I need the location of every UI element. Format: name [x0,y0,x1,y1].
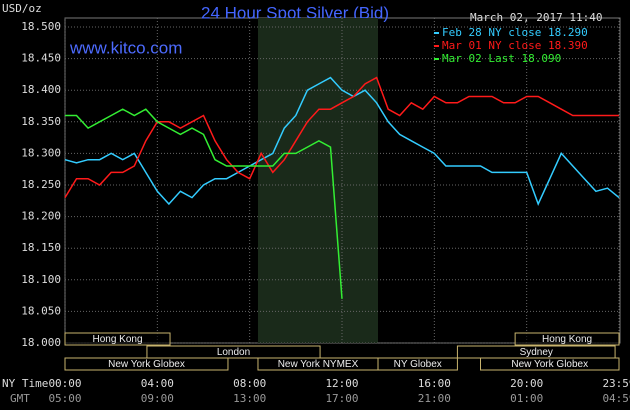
x-tick-label: 12:00 [325,377,358,390]
x-tick-label-gmt: 13:00 [233,392,266,405]
y-tick-label: 18.200 [21,210,61,223]
session-label: London [217,347,250,358]
legend-swatch [434,45,439,47]
x-row-label: NY Time [2,377,48,390]
x-row-label: GMT [10,392,30,405]
x-tick-label-gmt: 17:00 [325,392,358,405]
session-box [514,332,620,346]
x-tick-label: 00:00 [48,377,81,390]
legend-swatch [434,58,439,60]
x-tick-label-gmt: 21:00 [418,392,451,405]
session: New York Globex [480,357,620,371]
session: Sydney [456,345,616,359]
chart-title: 24 Hour Spot Silver (Bid) [201,3,389,22]
session-label: New York Globex [108,359,185,370]
session-box [377,357,458,371]
x-tick-label: 04:00 [141,377,174,390]
y-tick-label: 18.300 [21,146,61,159]
session: Hong Kong [514,332,620,346]
session: New York NYMEX [257,357,379,371]
legend-entry: Feb 28 NY close 18.290 [442,26,588,39]
legend-entry: Mar 01 NY close 18.390 [442,39,588,52]
session-label: New York Globex [511,359,588,370]
y-tick-label: 18.250 [21,178,61,191]
highlight-band [257,18,379,343]
y-tick-label: 18.400 [21,83,61,96]
y-tick-label: 18.100 [21,273,61,286]
x-tick-label: 23:59 [602,377,630,390]
session-label: Hong Kong [542,334,592,345]
x-tick-label: 16:00 [418,377,451,390]
x-tick-label: 08:00 [233,377,266,390]
session-label: Hong Kong [92,334,142,345]
session: NY Globex [377,357,458,371]
x-tick-label: 20:00 [510,377,543,390]
session: New York Globex [64,357,229,371]
y-tick-label: 18.350 [21,115,61,128]
session-box [64,332,171,346]
x-tick-label-gmt: 01:00 [510,392,543,405]
session-label: NY Globex [394,359,442,370]
session-box [64,357,229,371]
series-line [65,108,343,299]
y-tick-label: 18.500 [21,20,61,33]
session-box [146,345,321,359]
session-box [480,357,620,371]
y-tick-label: 18.050 [21,304,61,317]
y-tick-label: 18.150 [21,241,61,254]
timestamp: March 02, 2017 11:40 [470,11,602,24]
session: Hong Kong [64,332,171,346]
x-tick-label-gmt: 04:59 [602,392,630,405]
series-line [64,76,620,206]
session-label: Sydney [520,347,553,358]
x-tick-label-gmt: 05:00 [48,392,81,405]
y-tick-label: 18.000 [21,336,61,349]
unit-label: USD/oz [2,2,42,15]
y-tick-label: 18.450 [21,52,61,65]
x-tick-label-gmt: 09:00 [141,392,174,405]
legend-swatch [434,32,439,34]
watermark: www.kitco.com [69,38,182,57]
legend-entry: Mar 02 Last 18.090 [442,52,561,65]
session: London [146,345,321,359]
session-label: New York NYMEX [278,359,359,370]
